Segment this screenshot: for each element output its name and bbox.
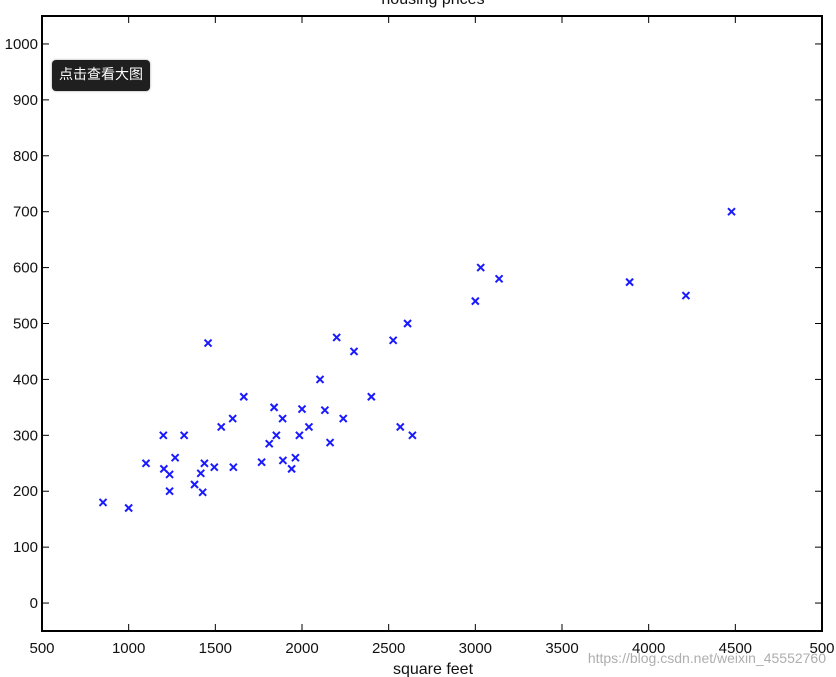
y-tick-label: 700 xyxy=(13,204,38,221)
y-tick-label: 1000 xyxy=(5,36,38,53)
data-point xyxy=(179,431,189,440)
data-point xyxy=(476,263,485,272)
data-point xyxy=(304,422,314,432)
data-point xyxy=(200,459,209,468)
x-tick-label: 500 xyxy=(29,640,54,657)
watermark-text: https://blog.csdn.net/weixin_45552760 xyxy=(587,650,826,666)
data-point xyxy=(396,422,405,432)
data-point xyxy=(229,462,238,472)
data-point xyxy=(257,457,266,467)
data-point xyxy=(339,414,348,423)
data-point xyxy=(325,438,335,447)
x-tick-label: 500 xyxy=(809,640,834,657)
data-point xyxy=(165,470,174,479)
data-point xyxy=(141,459,151,468)
data-point xyxy=(210,462,219,472)
data-point xyxy=(315,375,325,384)
data-point xyxy=(291,453,300,462)
y-tick-label: 900 xyxy=(13,92,38,109)
y-tick-label: 200 xyxy=(13,483,38,500)
data-point xyxy=(403,319,412,328)
plot-frame xyxy=(41,15,823,632)
data-point xyxy=(196,469,205,478)
data-point xyxy=(287,464,296,474)
data-point xyxy=(278,414,287,423)
data-point xyxy=(278,456,288,465)
y-tick-label: 300 xyxy=(13,427,38,444)
y-tick-label: 100 xyxy=(13,539,38,556)
data-point xyxy=(265,439,274,448)
data-point xyxy=(198,488,207,497)
x-axis-label: square feet xyxy=(393,661,474,677)
data-point xyxy=(408,431,417,440)
data-point xyxy=(494,274,504,283)
data-points xyxy=(98,207,736,513)
data-point xyxy=(681,291,691,300)
y-tick-label: 600 xyxy=(13,260,38,277)
x-tick-label: 3000 xyxy=(459,640,492,657)
x-tick-label: 2500 xyxy=(372,640,405,657)
data-point xyxy=(165,487,174,496)
x-tick-label: 1500 xyxy=(199,640,232,657)
data-point xyxy=(297,404,307,414)
data-point xyxy=(159,431,168,440)
data-point xyxy=(217,422,226,432)
data-point xyxy=(349,347,359,356)
data-point xyxy=(471,296,480,306)
data-point xyxy=(272,431,281,440)
axis-ticks xyxy=(41,16,823,631)
data-point xyxy=(190,480,199,489)
view-full-image-button[interactable]: 点击查看大图 xyxy=(52,60,150,91)
data-point xyxy=(625,277,634,287)
chart-title: housing prices xyxy=(381,0,484,8)
x-tick-label: 1000 xyxy=(112,640,145,657)
x-tick-label: 2000 xyxy=(285,640,318,657)
x-tick-label: 4000 xyxy=(632,640,665,657)
data-point xyxy=(320,405,330,415)
data-point xyxy=(332,333,341,342)
y-tick-label: 0 xyxy=(30,595,38,612)
y-tick-labels: 0 100 200 300 400 500 600 700 800 900 1000 xyxy=(5,36,38,612)
data-point xyxy=(295,431,304,440)
x-tick-label: 3500 xyxy=(545,640,578,657)
x-tick-labels: 500 1000 1500 2000 2500 3000 3500 4000 4500 500 xyxy=(29,640,834,657)
y-tick-label: 500 xyxy=(13,316,38,333)
data-point xyxy=(98,498,108,507)
data-point xyxy=(367,392,376,401)
data-point xyxy=(228,414,237,423)
data-point xyxy=(388,336,398,345)
y-tick-label: 400 xyxy=(13,371,38,388)
y-tick-label: 800 xyxy=(13,148,38,165)
data-point xyxy=(727,207,736,216)
data-point xyxy=(124,503,133,513)
x-tick-label: 4500 xyxy=(719,640,752,657)
data-point xyxy=(170,453,180,462)
data-point xyxy=(203,338,213,348)
data-point xyxy=(239,392,248,401)
data-point xyxy=(269,403,279,412)
